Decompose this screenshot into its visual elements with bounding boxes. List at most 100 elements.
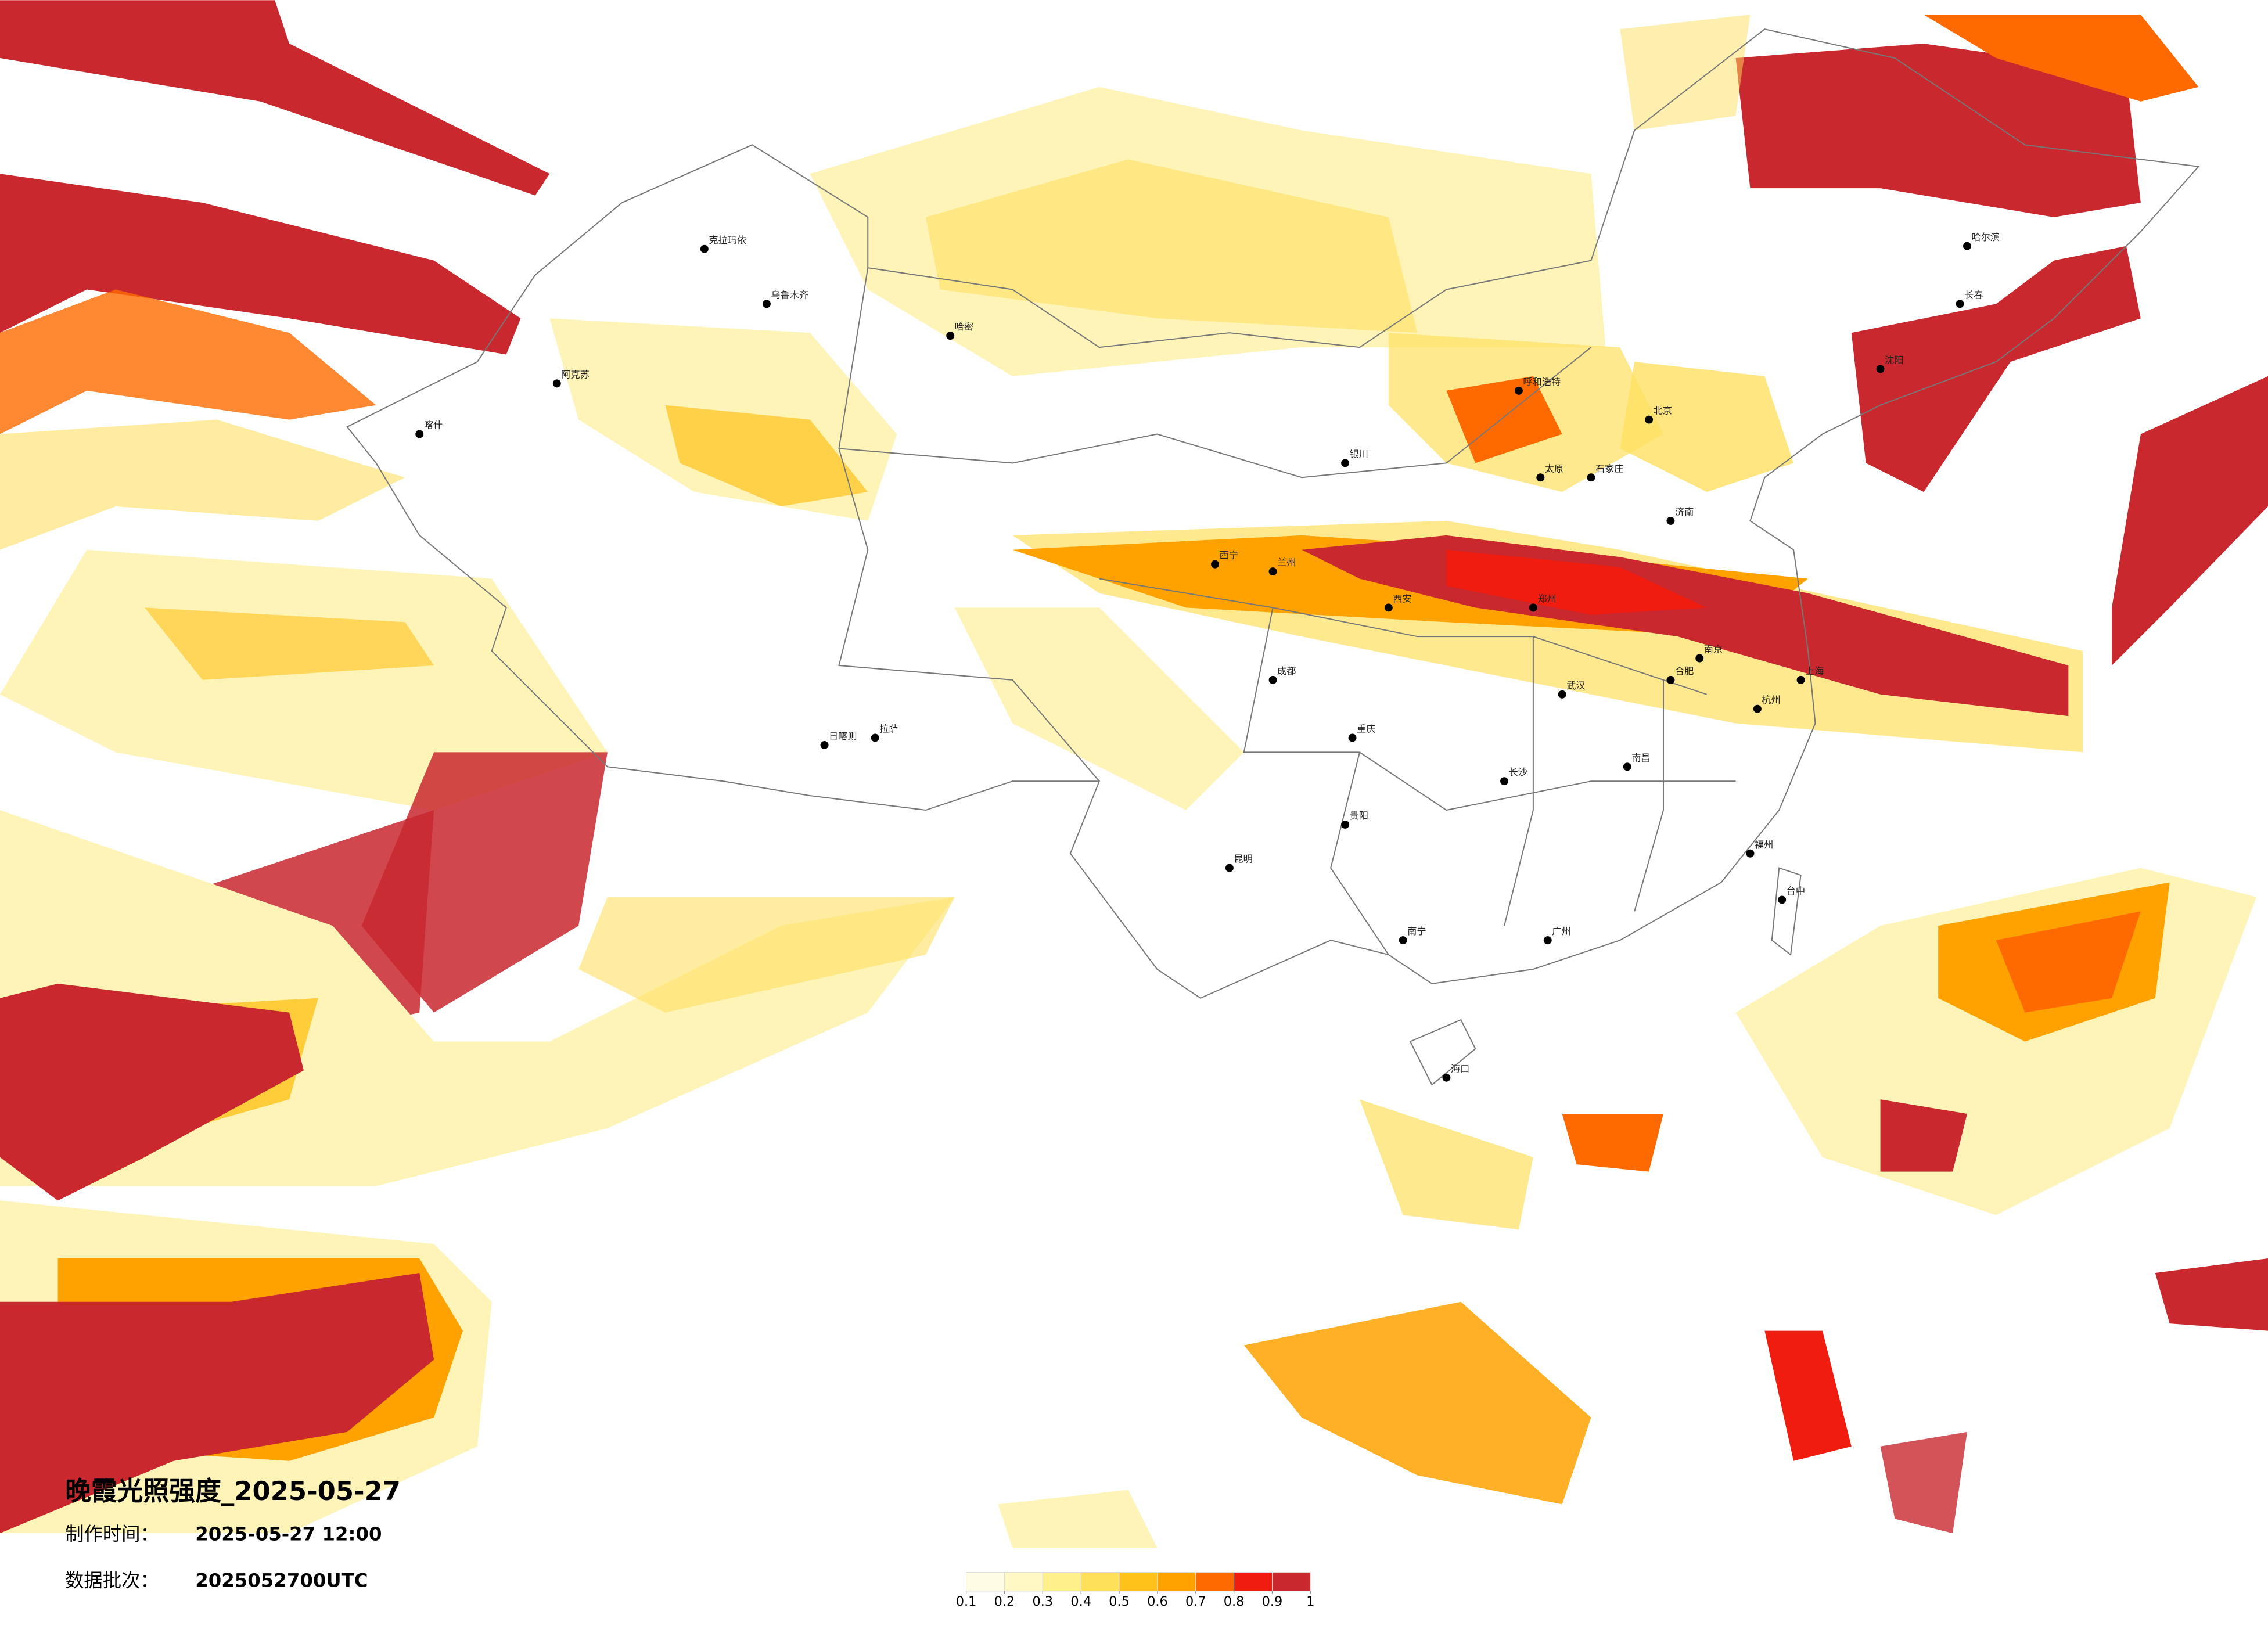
city-dot: [1623, 762, 1631, 771]
city-label: 南宁: [1407, 926, 1426, 937]
legend: 0.1 0.2 0.3 0.4 0.5 0.6 0.7 0.8 0.9 1: [956, 1571, 1314, 1609]
city-dot: [1963, 242, 1971, 250]
city-dot: [1778, 895, 1787, 904]
city-label: 重庆: [1357, 724, 1375, 735]
legend-swatch: [1157, 1571, 1196, 1592]
city-dot: [1695, 654, 1704, 663]
city-label: 贵阳: [1350, 810, 1368, 821]
made-label: 制作时间：: [65, 1523, 159, 1545]
city-label: 台中: [1787, 885, 1805, 896]
legend-swatch: [1234, 1571, 1273, 1592]
city-dot: [820, 740, 829, 749]
hainan: [1409, 1019, 1476, 1086]
city-label: 广州: [1552, 926, 1570, 937]
city-label: 西宁: [1219, 550, 1238, 561]
legend-tick-label: 0.9: [1262, 1594, 1283, 1609]
legend-tick-label: 1: [1306, 1594, 1314, 1609]
province-lines: [838, 267, 1736, 955]
city-label: 日喀则: [829, 731, 857, 742]
city-dot: [1384, 603, 1393, 612]
city-dot: [1543, 936, 1552, 945]
city-label: 兰州: [1277, 557, 1296, 568]
city-label: 长沙: [1509, 767, 1527, 778]
legend-swatch: [1271, 1571, 1311, 1592]
city-label: 北京: [1654, 405, 1672, 416]
city-label: 克拉玛依: [709, 235, 746, 246]
city-label: 长春: [1964, 289, 1983, 300]
city-dot: [700, 244, 709, 253]
made-time: 2025-05-27 12:00: [195, 1523, 382, 1545]
city-label: 呼和浩特: [1523, 376, 1561, 387]
city-dot: [1666, 675, 1675, 684]
city-dot: [1536, 473, 1545, 482]
city-dot: [1956, 300, 1964, 308]
legend-swatch: [1080, 1571, 1120, 1592]
city-label: 阿克苏: [561, 369, 590, 380]
city-label: 福州: [1755, 839, 1773, 850]
legend-swatch: [966, 1571, 1005, 1592]
city-dot: [946, 332, 955, 340]
city-dot: [552, 379, 561, 388]
borders: [346, 28, 2200, 1086]
city-dot: [1399, 936, 1407, 945]
batch: 2025052700UTC: [195, 1569, 368, 1591]
legend-tick-label: 0.3: [1033, 1594, 1054, 1609]
city-label: 合肥: [1675, 665, 1694, 677]
city-dot: [415, 430, 424, 438]
city-dot: [1442, 1073, 1451, 1082]
city-dot: [1268, 675, 1277, 684]
city-label: 哈尔滨: [1971, 232, 2000, 243]
china-outline: [346, 28, 2200, 999]
city-dot: [1587, 473, 1595, 482]
city-label: 哈密: [955, 321, 973, 332]
city-label: 济南: [1675, 506, 1694, 517]
city-dot: [1666, 516, 1675, 525]
legend-tick-label: 0.6: [1147, 1594, 1168, 1609]
legend-swatch: [1119, 1571, 1158, 1592]
city-label: 海口: [1451, 1063, 1469, 1074]
city-dot: [1268, 567, 1277, 576]
city-dot: [1500, 777, 1509, 786]
city-dot: [1645, 415, 1654, 424]
city-label: 银川: [1350, 448, 1368, 459]
batch-label: 数据批次：: [65, 1569, 159, 1591]
city-label: 石家庄: [1595, 463, 1624, 474]
city-label: 成都: [1277, 665, 1296, 677]
city-label: 郑州: [1537, 593, 1556, 604]
city-dot: [762, 300, 771, 308]
legend-swatch: [1004, 1571, 1043, 1592]
heat-field: [0, 0, 2268, 1548]
city-dot: [1348, 733, 1357, 742]
city-dot: [1210, 560, 1219, 569]
city-dot: [1514, 386, 1523, 395]
legend-tick-label: 0.5: [1109, 1594, 1130, 1609]
city-label: 拉萨: [879, 724, 898, 735]
city-label: 南京: [1704, 644, 1723, 655]
city-label: 喀什: [424, 420, 443, 431]
city-dot: [1341, 459, 1350, 467]
legend-tick-label: 0.1: [956, 1594, 977, 1609]
city-dot: [1225, 864, 1234, 872]
city-dot: [1341, 820, 1350, 829]
legend-swatch: [1195, 1571, 1235, 1592]
city-label: 西安: [1393, 593, 1411, 604]
city-label: 上海: [1805, 665, 1824, 677]
taiwan: [1771, 867, 1802, 956]
city-dot: [1753, 704, 1762, 713]
city-label: 乌鲁木齐: [771, 289, 808, 300]
city-label: 昆明: [1234, 854, 1252, 865]
city-dot: [1558, 690, 1566, 699]
map-title: 晚霞光照强度_2025-05-27: [65, 1476, 401, 1506]
city-dot: [1796, 675, 1805, 684]
city-dot: [871, 733, 879, 742]
city-label: 南昌: [1631, 752, 1650, 763]
legend-tick-label: 0.7: [1185, 1594, 1206, 1609]
legend-tick-label: 0.8: [1224, 1594, 1245, 1609]
legend-tick-label: 0.4: [1070, 1594, 1091, 1609]
city-label: 武汉: [1566, 680, 1585, 691]
city-label: 沈阳: [1885, 354, 1903, 365]
legend-swatch: [1042, 1571, 1081, 1592]
